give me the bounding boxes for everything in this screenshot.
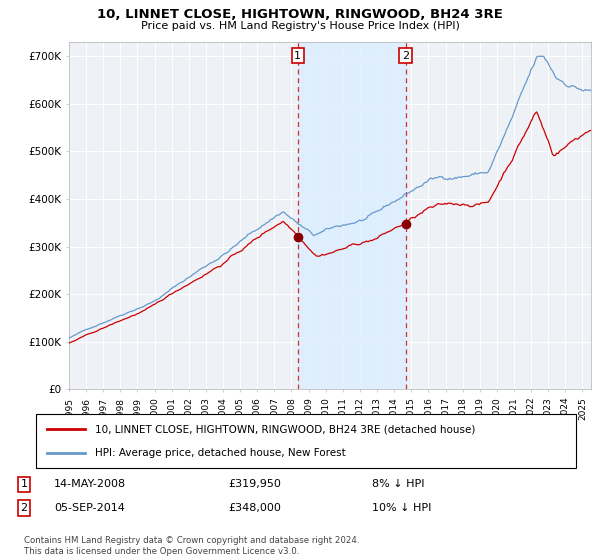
Text: 10% ↓ HPI: 10% ↓ HPI [372, 503, 431, 513]
Text: HPI: Average price, detached house, New Forest: HPI: Average price, detached house, New … [95, 447, 346, 458]
Text: £348,000: £348,000 [228, 503, 281, 513]
FancyBboxPatch shape [36, 414, 576, 468]
Text: 1: 1 [295, 50, 301, 60]
Text: 10, LINNET CLOSE, HIGHTOWN, RINGWOOD, BH24 3RE: 10, LINNET CLOSE, HIGHTOWN, RINGWOOD, BH… [97, 8, 503, 21]
Text: Price paid vs. HM Land Registry's House Price Index (HPI): Price paid vs. HM Land Registry's House … [140, 21, 460, 31]
Bar [298, 42, 406, 389]
Text: 10, LINNET CLOSE, HIGHTOWN, RINGWOOD, BH24 3RE (detached house): 10, LINNET CLOSE, HIGHTOWN, RINGWOOD, BH… [95, 424, 476, 435]
Text: 05-SEP-2014: 05-SEP-2014 [54, 503, 125, 513]
Text: 8% ↓ HPI: 8% ↓ HPI [372, 479, 425, 489]
Text: 2: 2 [402, 50, 409, 60]
Text: £319,950: £319,950 [228, 479, 281, 489]
Text: 14-MAY-2008: 14-MAY-2008 [54, 479, 126, 489]
Text: 2: 2 [20, 503, 28, 513]
Text: Contains HM Land Registry data © Crown copyright and database right 2024.
This d: Contains HM Land Registry data © Crown c… [24, 536, 359, 556]
Text: 1: 1 [20, 479, 28, 489]
